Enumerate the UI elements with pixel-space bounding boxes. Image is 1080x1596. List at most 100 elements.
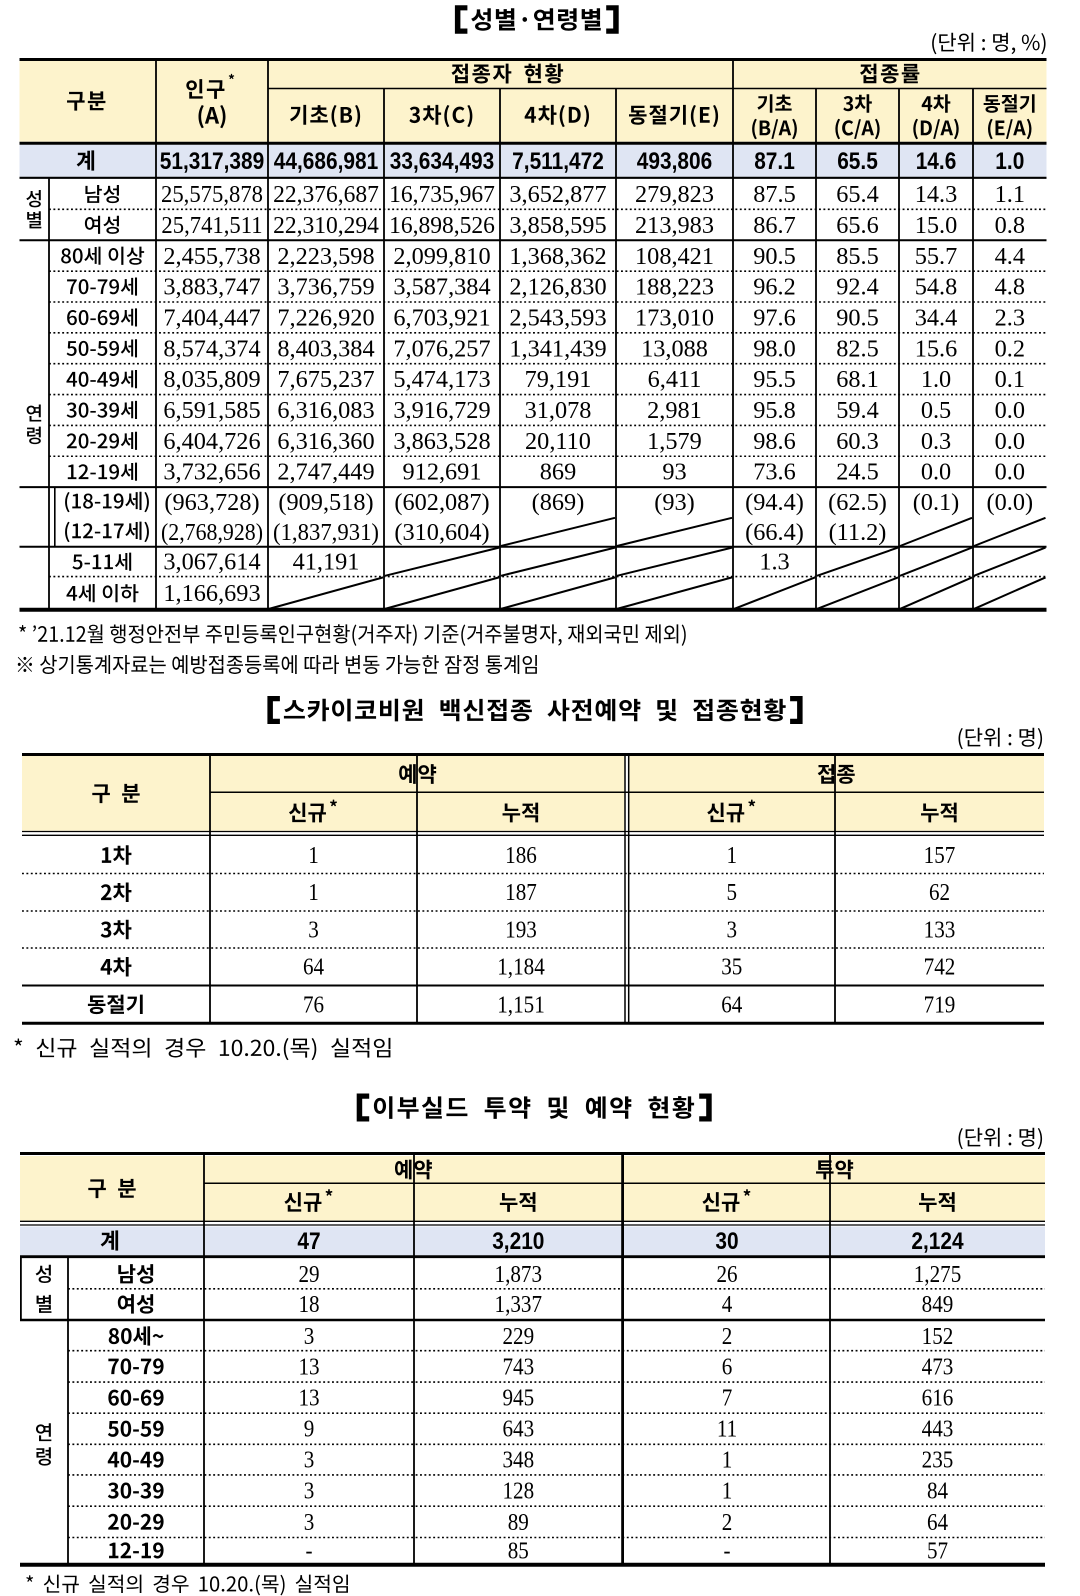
svg-text:0.0: 0.0 xyxy=(995,428,1025,455)
svg-text:(62.5): (62.5) xyxy=(828,489,887,516)
svg-text:1,341,439: 1,341,439 xyxy=(509,335,606,362)
svg-text:13,088: 13,088 xyxy=(641,335,708,362)
svg-text:13: 13 xyxy=(298,1384,319,1411)
svg-text:22,376,687: 22,376,687 xyxy=(273,182,379,208)
svg-text:229: 229 xyxy=(502,1323,534,1350)
svg-text:90.5: 90.5 xyxy=(836,305,879,332)
svg-text:64: 64 xyxy=(303,953,324,980)
svg-text:95.8: 95.8 xyxy=(753,397,796,424)
svg-text:133: 133 xyxy=(924,916,956,943)
svg-text:(0.1): (0.1) xyxy=(913,489,960,516)
svg-text:5,474,173: 5,474,173 xyxy=(393,366,490,393)
svg-text:1.1: 1.1 xyxy=(995,181,1025,208)
svg-text:7,511,472: 7,511,472 xyxy=(512,148,604,174)
svg-text:60.3: 60.3 xyxy=(836,428,879,455)
svg-text:-: - xyxy=(723,1537,730,1564)
svg-text:11: 11 xyxy=(717,1415,737,1442)
svg-text:65.5: 65.5 xyxy=(837,148,878,174)
svg-text:65.4: 65.4 xyxy=(836,181,879,208)
svg-text:87.5: 87.5 xyxy=(753,181,796,208)
svg-text:912,691: 912,691 xyxy=(403,459,482,486)
svg-text:(869): (869) xyxy=(532,489,585,516)
svg-text:90.5: 90.5 xyxy=(753,243,796,270)
svg-text:0.0: 0.0 xyxy=(921,459,951,486)
svg-text:1,166,693: 1,166,693 xyxy=(163,580,260,607)
svg-text:2,543,593: 2,543,593 xyxy=(509,305,606,332)
svg-text:97.6: 97.6 xyxy=(753,305,796,332)
svg-text:7: 7 xyxy=(722,1384,733,1411)
svg-text:55.7: 55.7 xyxy=(915,243,958,270)
svg-text:1: 1 xyxy=(308,842,319,869)
svg-text:742: 742 xyxy=(924,953,956,980)
svg-text:6,404,726: 6,404,726 xyxy=(163,428,260,455)
svg-text:1,873: 1,873 xyxy=(495,1261,543,1288)
svg-text:65.6: 65.6 xyxy=(836,212,879,239)
svg-text:3: 3 xyxy=(304,1323,315,1350)
svg-text:1.3: 1.3 xyxy=(759,549,789,576)
svg-text:0.8: 0.8 xyxy=(995,212,1025,239)
svg-text:(2,768,928): (2,768,928) xyxy=(161,518,263,545)
svg-text:(909,518): (909,518) xyxy=(278,489,373,516)
svg-text:3: 3 xyxy=(304,1446,315,1473)
svg-text:3: 3 xyxy=(304,1509,315,1536)
svg-text:1: 1 xyxy=(308,879,319,906)
svg-text:6,411: 6,411 xyxy=(648,366,702,393)
svg-text:(963,728): (963,728) xyxy=(164,489,259,516)
svg-text:6,591,585: 6,591,585 xyxy=(163,397,260,424)
svg-text:3,883,747: 3,883,747 xyxy=(163,274,260,301)
svg-text:(0.0): (0.0) xyxy=(987,489,1034,516)
svg-text:279,823: 279,823 xyxy=(635,181,714,208)
svg-text:84: 84 xyxy=(927,1477,948,1504)
svg-text:2,455,738: 2,455,738 xyxy=(163,243,260,270)
svg-text:7,226,920: 7,226,920 xyxy=(277,305,374,332)
svg-text:3,587,384: 3,587,384 xyxy=(393,274,490,301)
svg-text:473: 473 xyxy=(922,1353,954,1380)
svg-text:96.2: 96.2 xyxy=(753,274,796,301)
svg-text:0.5: 0.5 xyxy=(921,397,951,424)
svg-text:152: 152 xyxy=(922,1323,954,1350)
svg-text:4.4: 4.4 xyxy=(995,243,1025,270)
svg-text:31,078: 31,078 xyxy=(525,397,592,424)
svg-text:26: 26 xyxy=(716,1261,737,1288)
svg-text:6,316,360: 6,316,360 xyxy=(277,428,374,455)
svg-text:2,981: 2,981 xyxy=(647,397,702,424)
svg-text:8,574,374: 8,574,374 xyxy=(163,335,260,362)
svg-text:0.0: 0.0 xyxy=(995,397,1025,424)
svg-text:3,652,877: 3,652,877 xyxy=(509,181,606,208)
svg-text:86.7: 86.7 xyxy=(753,212,796,239)
svg-text:(11.2): (11.2) xyxy=(829,519,887,546)
svg-text:128: 128 xyxy=(502,1477,534,1504)
svg-text:6: 6 xyxy=(722,1353,733,1380)
svg-text:25,575,878: 25,575,878 xyxy=(161,181,263,208)
svg-text:18: 18 xyxy=(298,1291,319,1318)
svg-text:1.0: 1.0 xyxy=(995,148,1024,174)
svg-text:3: 3 xyxy=(304,1477,315,1504)
svg-text:25,741,511: 25,741,511 xyxy=(161,212,262,239)
svg-text:4: 4 xyxy=(722,1291,733,1318)
svg-text:0.3: 0.3 xyxy=(921,428,951,455)
svg-text:-: - xyxy=(305,1537,312,1564)
svg-text:3,863,528: 3,863,528 xyxy=(393,428,490,455)
svg-text:643: 643 xyxy=(502,1415,534,1442)
svg-text:64: 64 xyxy=(721,991,742,1018)
svg-text:1,337: 1,337 xyxy=(495,1291,543,1318)
svg-text:719: 719 xyxy=(924,991,956,1018)
svg-text:54.8: 54.8 xyxy=(915,274,958,301)
svg-text:2,099,810: 2,099,810 xyxy=(393,243,490,270)
svg-text:35: 35 xyxy=(721,953,742,980)
svg-text:(1,837,931): (1,837,931) xyxy=(273,519,379,546)
svg-text:6,703,921: 6,703,921 xyxy=(393,305,490,332)
svg-text:3,067,614: 3,067,614 xyxy=(163,549,260,576)
svg-text:57: 57 xyxy=(927,1537,948,1564)
svg-text:41,191: 41,191 xyxy=(293,549,360,576)
svg-text:16,735,967: 16,735,967 xyxy=(389,182,495,208)
svg-text:1,579: 1,579 xyxy=(647,428,702,455)
svg-text:16,898,526: 16,898,526 xyxy=(389,212,495,238)
svg-text:64: 64 xyxy=(927,1509,948,1536)
svg-text:0.2: 0.2 xyxy=(995,335,1025,362)
svg-text:0.1: 0.1 xyxy=(995,366,1025,393)
svg-text:89: 89 xyxy=(508,1509,529,1536)
svg-text:22,310,294: 22,310,294 xyxy=(273,212,379,238)
svg-text:15.0: 15.0 xyxy=(915,212,958,239)
svg-text:1: 1 xyxy=(727,842,738,869)
